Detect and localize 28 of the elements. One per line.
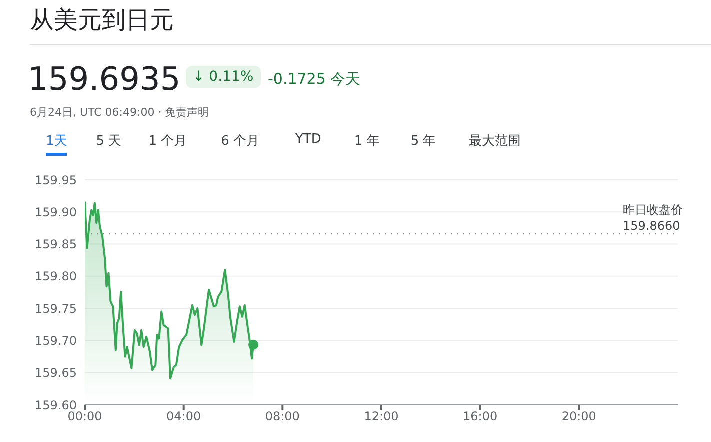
y-tick-label: 159.95: [35, 173, 77, 188]
text: 5 年: [410, 133, 436, 151]
y-tick-label: 159.80: [35, 270, 77, 284]
x-tick-label: 04:00: [166, 410, 202, 424]
chart-title: 从美元到日元: [30, 5, 174, 36]
text: 6月24日, UTC 06:49:00 · 免责声明: [30, 105, 210, 120]
y-tick-label: 159.90: [35, 205, 77, 220]
y-tick-label: 159.85: [35, 238, 77, 252]
y-tick-label: 159.65: [35, 366, 77, 380]
y-tick-label: 159.70: [35, 334, 77, 348]
text: 6 个月: [221, 133, 260, 151]
x-tick-label: 08:00: [265, 410, 300, 424]
text: ↓ 0.11%: [186, 66, 261, 88]
chart-subtitle: 159.6935: [28, 60, 181, 98]
text: 1天: [46, 132, 68, 156]
text: 1 年: [354, 133, 380, 151]
text: -0.1725 今天: [268, 70, 361, 89]
x-tick-label: 20:00: [562, 410, 596, 424]
x-tick-label: 00:00: [68, 410, 102, 424]
ref-line-label: 昨日收盘价 159.8660: [623, 203, 683, 233]
text: 5 天: [96, 133, 122, 151]
text: 1 个月: [148, 133, 188, 151]
x-tick-label: 12:00: [364, 410, 399, 424]
text: YTD: [296, 132, 322, 149]
y-tick-label: 159.75: [35, 302, 77, 316]
x-tick-label: 16:00: [463, 410, 498, 424]
y-tick-label: 159.60: [35, 398, 77, 412]
text: 最大范围: [469, 133, 522, 151]
